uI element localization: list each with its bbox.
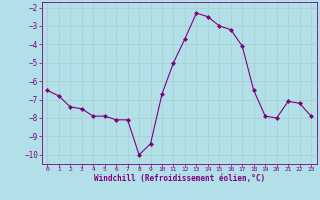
X-axis label: Windchill (Refroidissement éolien,°C): Windchill (Refroidissement éolien,°C) (94, 174, 265, 183)
